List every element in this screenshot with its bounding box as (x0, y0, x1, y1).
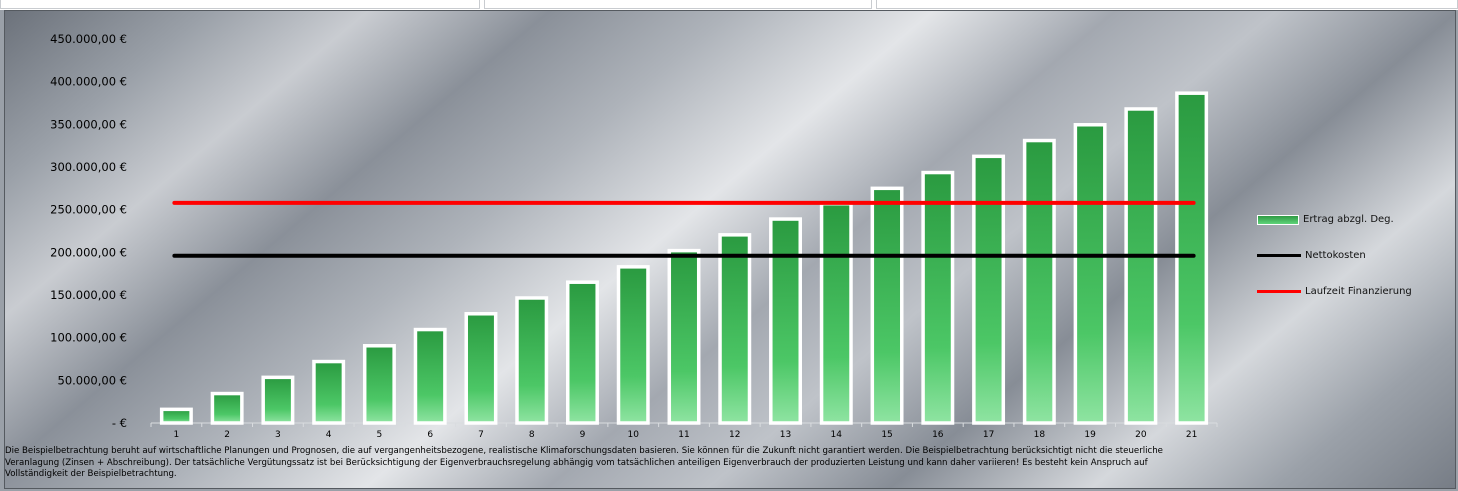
bar-ertrag (718, 233, 752, 425)
disclaimer-footnote: Die Beispielbetrachtung beruht auf wirts… (5, 446, 1455, 481)
y-tick-label: 100.000,00 € (50, 331, 127, 345)
bar-ertrag (972, 154, 1006, 425)
x-tick-label: 10 (628, 430, 640, 440)
legend-item-ertrag: Ertrag abzgl. Deg. (1257, 214, 1394, 225)
y-axis: - € 50.000,00 € 100.000,00 € 150.000,00 € 20… (50, 32, 127, 430)
x-tick-label: 20 (1135, 430, 1147, 440)
x-tick-label: 14 (831, 430, 843, 440)
x-tick-label: 4 (326, 430, 332, 440)
footnote-line-1: Die Beispielbetrachtung beruht auf wirts… (5, 446, 1163, 456)
bar-ertrag (261, 375, 295, 425)
legend-swatch-ertrag (1257, 214, 1299, 225)
bar-ertrag (1022, 138, 1056, 425)
x-tick-label: 13 (780, 430, 791, 440)
x-tick-label: 1 (174, 430, 180, 440)
bar-ertrag (1175, 91, 1209, 425)
x-tick-label: 11 (678, 430, 689, 440)
y-tick-label: - € (112, 416, 127, 430)
footnote-line-3: Vollständigkeit der Beispielbetrachtung. (5, 469, 177, 479)
bar-ertrag (769, 217, 802, 425)
legend-item-nettokosten: Nettokosten (1257, 250, 1366, 261)
x-axis: 1 2 3 4 5 6 7 8 9 10 11 12 13 14 15 16 17 18 19 20 21 (150, 422, 1218, 440)
x-tick-label: 2 (224, 430, 230, 440)
x-tick-label: 15 (881, 430, 892, 440)
legend-swatch-nettokosten (1257, 254, 1301, 257)
bar-series (159, 91, 1209, 425)
x-tick-label: 7 (478, 430, 484, 440)
top-cell-left (0, 0, 480, 9)
bar-ertrag (159, 407, 193, 425)
bar-ertrag (667, 248, 701, 425)
bar-ertrag (819, 201, 853, 425)
legend-swatch-laufzeit (1257, 290, 1301, 293)
y-tick-label: 200.000,00 € (50, 245, 127, 259)
y-tick-label: 150.000,00 € (50, 288, 127, 302)
bar-ertrag (413, 327, 447, 425)
y-tick-label: 300.000,00 € (50, 160, 127, 174)
bar-ertrag (1124, 107, 1158, 425)
y-tick-label: 450.000,00 € (50, 32, 127, 46)
top-cell-right (876, 0, 1458, 9)
bar-ertrag (515, 296, 549, 425)
bar-ertrag (921, 170, 955, 425)
y-tick-label: 400.000,00 € (50, 75, 127, 89)
bar-ertrag (312, 359, 346, 425)
bar-ertrag (362, 344, 396, 425)
bar-ertrag (870, 186, 904, 425)
line-series (172, 200, 1196, 258)
footnote-line-2: Veranlagung (Zinsen + Abschreibung). Der… (5, 457, 1148, 468)
x-tick-label: 19 (1084, 430, 1096, 440)
bar-ertrag (210, 391, 244, 425)
x-tick-label: 12 (729, 430, 740, 440)
y-tick-label: 350.000,00 € (50, 117, 127, 131)
x-tick-label: 3 (275, 430, 281, 440)
bar-ertrag (1073, 123, 1107, 425)
x-tick-label: 5 (377, 430, 383, 440)
x-tick-label: 8 (529, 430, 535, 440)
x-tick-label: 9 (580, 430, 586, 440)
legend-label-laufzeit: Laufzeit Finanzierung (1305, 286, 1412, 297)
y-tick-label: 250.000,00 € (50, 203, 127, 217)
x-tick-label: 18 (1034, 430, 1046, 440)
x-tick-label: 6 (427, 430, 433, 440)
x-tick-label: 16 (932, 430, 944, 440)
chart-area: - € 50.000,00 € 100.000,00 € 150.000,00 € 20… (4, 10, 1456, 489)
bar-chart: - € 50.000,00 € 100.000,00 € 150.000,00 € 20… (50, 32, 1218, 440)
x-tick-label: 21 (1186, 430, 1197, 440)
legend-label-nettokosten: Nettokosten (1305, 250, 1366, 261)
bar-ertrag (566, 280, 599, 425)
legend-label-ertrag: Ertrag abzgl. Deg. (1303, 214, 1394, 225)
top-strip (0, 0, 1458, 10)
top-cell-middle (484, 0, 872, 9)
bar-ertrag (464, 312, 498, 425)
legend-item-laufzeit: Laufzeit Finanzierung (1257, 286, 1412, 297)
bar-ertrag (616, 265, 650, 425)
y-tick-label: 50.000,00 € (58, 373, 128, 387)
x-tick-label: 17 (983, 430, 994, 440)
